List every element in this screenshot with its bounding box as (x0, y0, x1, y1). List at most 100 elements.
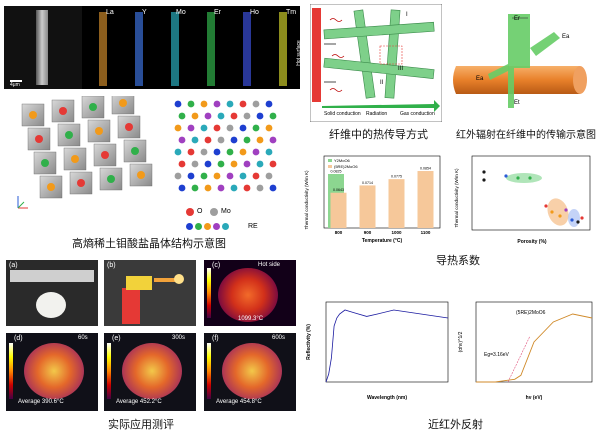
atom (256, 112, 264, 120)
atom (204, 112, 212, 120)
lattice-cube (57, 123, 81, 147)
atom (217, 136, 225, 144)
atom (200, 172, 208, 180)
conductivity-caption: 导热系数 (436, 254, 480, 267)
atom (217, 160, 225, 168)
atom (269, 184, 277, 192)
atom (226, 100, 234, 108)
legend-mo-dot (210, 208, 218, 216)
atom (174, 100, 182, 108)
tauc-xlabel: hν (eV) (526, 395, 543, 401)
scatter-point (550, 210, 554, 214)
lattice-cube (63, 147, 87, 171)
atom (230, 112, 238, 120)
atom (174, 124, 182, 132)
ir-fiber-diagram (453, 14, 587, 108)
panel-f: (f) 600s Average 454.8°C (204, 333, 296, 411)
atom (178, 112, 186, 120)
atom (187, 124, 195, 132)
atom (191, 184, 199, 192)
sc-xlabel: Porosity (%) (517, 239, 547, 245)
crystal-legend: O Mo (186, 205, 296, 219)
atom (269, 160, 277, 168)
legend-o-dot (186, 208, 194, 216)
eds-map-mo: Mo (156, 6, 190, 89)
porosity-scatter-chart: Thermal conductivity (W/m K) Porosity (%… (454, 155, 591, 245)
refl-ylabel: Reflectivity (%) (306, 324, 312, 360)
tauc-ylabel: (αhν)^1/2 (458, 331, 464, 352)
tauc-annotation: Eg=3.16eV (484, 352, 510, 358)
scatter-point (570, 218, 574, 222)
bar-legend-1: (5RE)2MoO6 (334, 164, 358, 169)
scatter-point (580, 216, 584, 220)
bar-value-label: 0.0854 (420, 167, 431, 171)
atom (265, 100, 273, 108)
panel-b: (b) (104, 260, 196, 326)
atom (217, 112, 225, 120)
scatter-point (558, 214, 562, 218)
eds-map-tm: Tm (264, 6, 300, 89)
atom (191, 160, 199, 168)
scatter-point (576, 220, 580, 224)
atom (200, 124, 208, 132)
atom (239, 124, 247, 132)
lattice-cube (81, 96, 105, 119)
lattice-cube (129, 163, 153, 187)
refl-xlabel: Wavelength (nm) (367, 395, 407, 401)
panel-e: (e) 300s Average 452.2°C (104, 333, 196, 411)
bar-legend-0: Y2MoO6 (334, 158, 351, 163)
atom (187, 100, 195, 108)
atom (252, 148, 260, 156)
atom (269, 136, 277, 144)
scatter-point (528, 176, 532, 180)
atom (243, 112, 251, 120)
atom (174, 148, 182, 156)
atom (200, 100, 208, 108)
ir-fiber-caption: 红外辐射在纤维中的传输示意图 (456, 130, 596, 141)
atom (178, 136, 186, 144)
bar-reference-label: 0.0825 (331, 170, 342, 174)
atom (213, 148, 221, 156)
lattice-cube (123, 139, 147, 163)
atom (191, 136, 199, 144)
reflectivity-series (325, 309, 449, 383)
atom (230, 136, 238, 144)
atom (226, 172, 234, 180)
eds-map-ho: Ho (228, 6, 262, 89)
bar (330, 192, 347, 228)
bar-tick-label: 900 (364, 230, 372, 235)
panel-d: (d) 60s Average 390.6°C (6, 333, 98, 411)
lattice-cube (99, 167, 123, 191)
scale-bar (10, 80, 22, 82)
hot-surface-label: Hot surface (295, 40, 302, 66)
atom (191, 112, 199, 120)
atom (256, 136, 264, 144)
heat-transfer-diagram (310, 4, 442, 122)
tauc-series (476, 313, 593, 383)
atom (213, 124, 221, 132)
bar-tick-label: 800 (335, 230, 343, 235)
bar (417, 171, 434, 228)
bar-value-label: 0.0643 (333, 188, 344, 192)
atom (256, 160, 264, 168)
eds-map-er: Er (192, 6, 226, 89)
scatter-point (482, 178, 486, 182)
scatter-point (544, 204, 548, 208)
atom (217, 184, 225, 192)
scatter-point (504, 174, 508, 178)
atom (178, 184, 186, 192)
crystal-structure-right (174, 100, 277, 192)
bar-tick-label: 1100 (421, 230, 431, 235)
lattice-cube (93, 143, 117, 167)
atom (243, 136, 251, 144)
sc-ylabel: Thermal conductivity (W/m K) (454, 168, 459, 228)
bar-value-label: 0.0775 (391, 175, 402, 179)
atom (265, 148, 273, 156)
atom (252, 100, 260, 108)
bar-tick-label: 1000 (391, 230, 402, 235)
panel-a: (a) (6, 260, 98, 326)
lattice-cube (33, 151, 57, 175)
atom (204, 136, 212, 144)
atom (243, 160, 251, 168)
eds-map-la: La (84, 6, 118, 89)
